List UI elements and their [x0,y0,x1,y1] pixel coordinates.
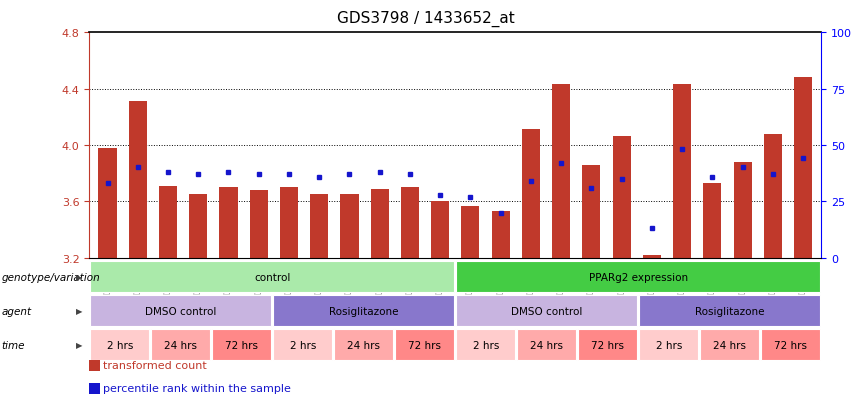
Text: ▶: ▶ [76,340,83,349]
Text: 24 hrs: 24 hrs [164,340,197,350]
Text: 72 hrs: 72 hrs [226,340,259,350]
Text: 24 hrs: 24 hrs [713,340,746,350]
Bar [249,191,268,258]
Bar [310,195,328,258]
Bar [189,195,208,258]
Bar [159,186,177,258]
Text: 2 hrs: 2 hrs [289,340,316,350]
Bar [763,134,782,258]
Text: percentile rank within the sample: percentile rank within the sample [103,383,291,393]
Bar [220,188,237,258]
Bar [582,165,601,258]
Bar [99,148,117,258]
Text: ▶: ▶ [76,306,83,316]
Text: genotype/variation: genotype/variation [2,272,100,282]
Text: 72 hrs: 72 hrs [774,340,808,350]
Bar [401,188,419,258]
Text: 2 hrs: 2 hrs [106,340,133,350]
Text: GDS3798 / 1433652_at: GDS3798 / 1433652_at [337,10,514,26]
Text: 72 hrs: 72 hrs [591,340,625,350]
Text: 72 hrs: 72 hrs [408,340,442,350]
Text: ▶: ▶ [76,273,83,282]
Bar [280,188,298,258]
Bar [643,255,661,258]
Bar [552,85,570,258]
Bar [431,202,449,258]
Text: 24 hrs: 24 hrs [530,340,563,350]
Text: 24 hrs: 24 hrs [347,340,380,350]
Text: DMSO control: DMSO control [511,306,582,316]
Text: control: control [254,272,290,282]
Bar [794,78,812,258]
Bar [129,102,147,258]
Text: Rosiglitazone: Rosiglitazone [695,306,764,316]
Text: Rosiglitazone: Rosiglitazone [329,306,398,316]
Bar [673,85,691,258]
Bar [703,183,722,258]
Bar [340,195,358,258]
Text: 2 hrs: 2 hrs [655,340,682,350]
Text: 2 hrs: 2 hrs [472,340,499,350]
Bar [613,137,631,258]
Bar [522,130,540,258]
Text: transformed count: transformed count [103,360,207,370]
Text: time: time [2,340,26,350]
Bar [461,206,479,258]
Text: PPARg2 expression: PPARg2 expression [589,272,688,282]
Text: agent: agent [2,306,31,316]
Bar [370,189,389,258]
Text: DMSO control: DMSO control [146,306,216,316]
Bar [734,162,751,258]
Bar [492,212,510,258]
